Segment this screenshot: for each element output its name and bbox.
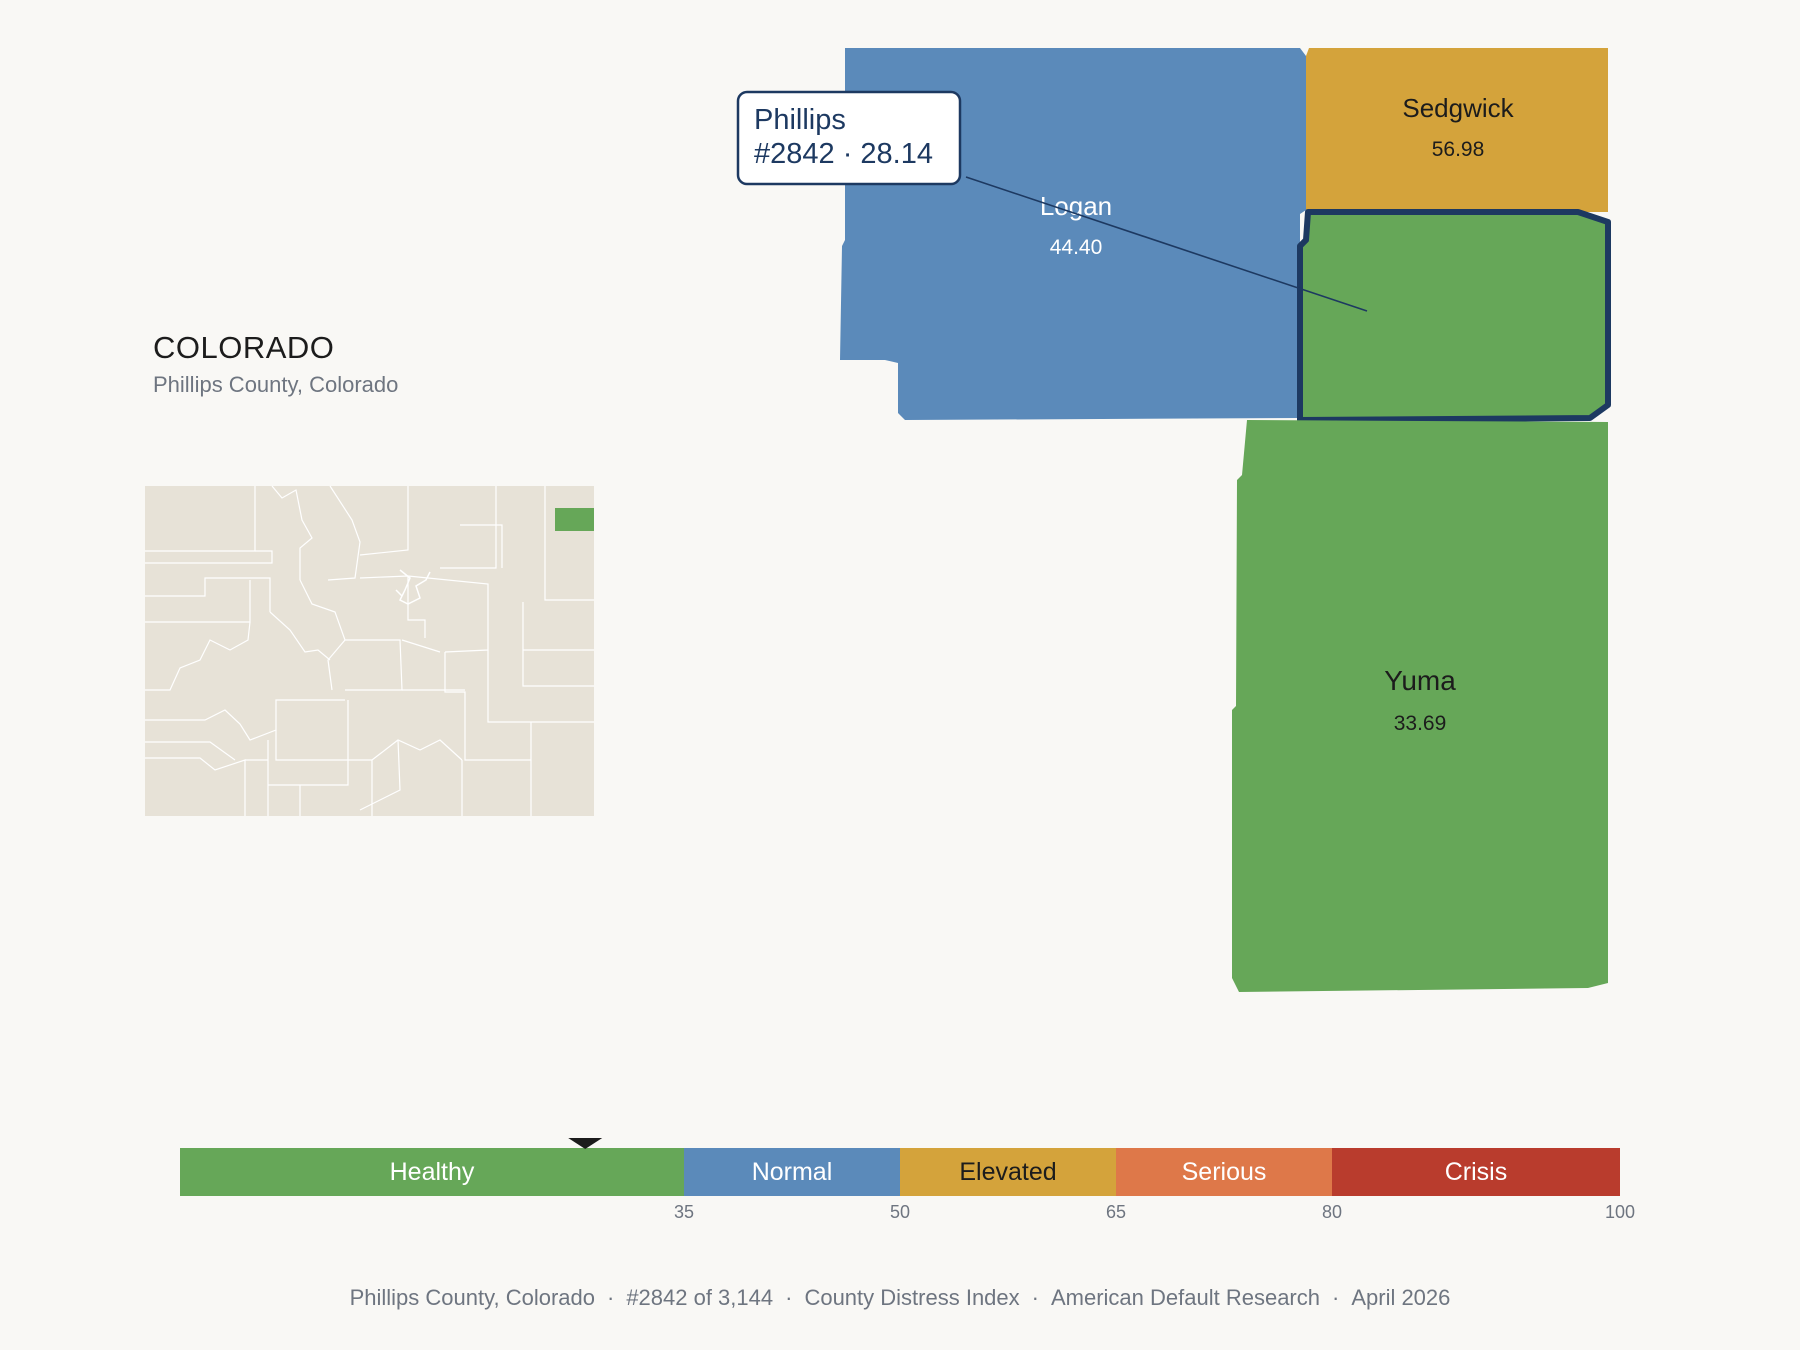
legend-band-serious <box>1116 1148 1332 1196</box>
legend-band-crisis <box>1332 1148 1620 1196</box>
county-value-yuma: 33.69 <box>1394 712 1447 735</box>
county-label-yuma: Yuma <box>1384 665 1456 696</box>
inset-denver-cluster <box>395 569 431 605</box>
callout-county-name: Phillips <box>754 104 846 136</box>
inset-county-borders <box>145 485 594 816</box>
county-label-sedgwick: Sedgwick <box>1402 93 1514 123</box>
county-yuma[interactable] <box>1232 420 1608 992</box>
legend-band-label-serious: Serious <box>1182 1158 1267 1186</box>
callout-rank-score: #2842 · 28.14 <box>754 138 933 170</box>
callout-box <box>736 90 962 186</box>
inset-highlight-phillips <box>555 508 594 531</box>
legend-marker <box>568 1138 603 1149</box>
legend-band-elevated <box>900 1148 1116 1196</box>
footer-rank: #2842 of 3,144 <box>626 1285 774 1310</box>
county-sedgwick[interactable] <box>1306 48 1608 214</box>
map-subtitle: Phillips County, Colorado <box>153 372 399 397</box>
callout-leader-line <box>965 176 1368 312</box>
state-inset-map <box>145 485 594 816</box>
footer: Phillips County, Colorado · #2842 of 3,144… <box>349 1285 1451 1310</box>
footer-date: April 2026 <box>1351 1285 1451 1310</box>
legend-tick-35: 35 <box>674 1202 694 1222</box>
legend-tick-100: 100 <box>1605 1202 1635 1222</box>
legend-band-healthy <box>180 1148 684 1196</box>
county-phillips[interactable] <box>1297 209 1611 423</box>
legend-band-label-normal: Normal <box>752 1158 833 1186</box>
county-value-logan: 44.40 <box>1050 236 1103 259</box>
legend-scale: Healthy Normal Elevated Serious Crisis 35 50 6… <box>180 1138 1635 1222</box>
state-title: COLORADO <box>153 330 335 365</box>
footer-source: American Default Research <box>1050 1285 1320 1310</box>
footer-index: County Distress Index <box>804 1285 1020 1310</box>
county-value-sedgwick: 56.98 <box>1432 138 1485 161</box>
footer-place: Phillips County, Colorado <box>349 1285 595 1310</box>
legend-band-label-healthy: Healthy <box>390 1158 475 1186</box>
legend-tick-50: 50 <box>890 1202 910 1222</box>
legend-band-label-elevated: Elevated <box>959 1158 1056 1186</box>
legend-band-label-crisis: Crisis <box>1445 1158 1508 1186</box>
legend-tick-80: 80 <box>1322 1202 1342 1222</box>
legend-tick-65: 65 <box>1106 1202 1126 1222</box>
legend-band-normal <box>684 1148 900 1196</box>
inset-state-shape <box>145 486 594 816</box>
